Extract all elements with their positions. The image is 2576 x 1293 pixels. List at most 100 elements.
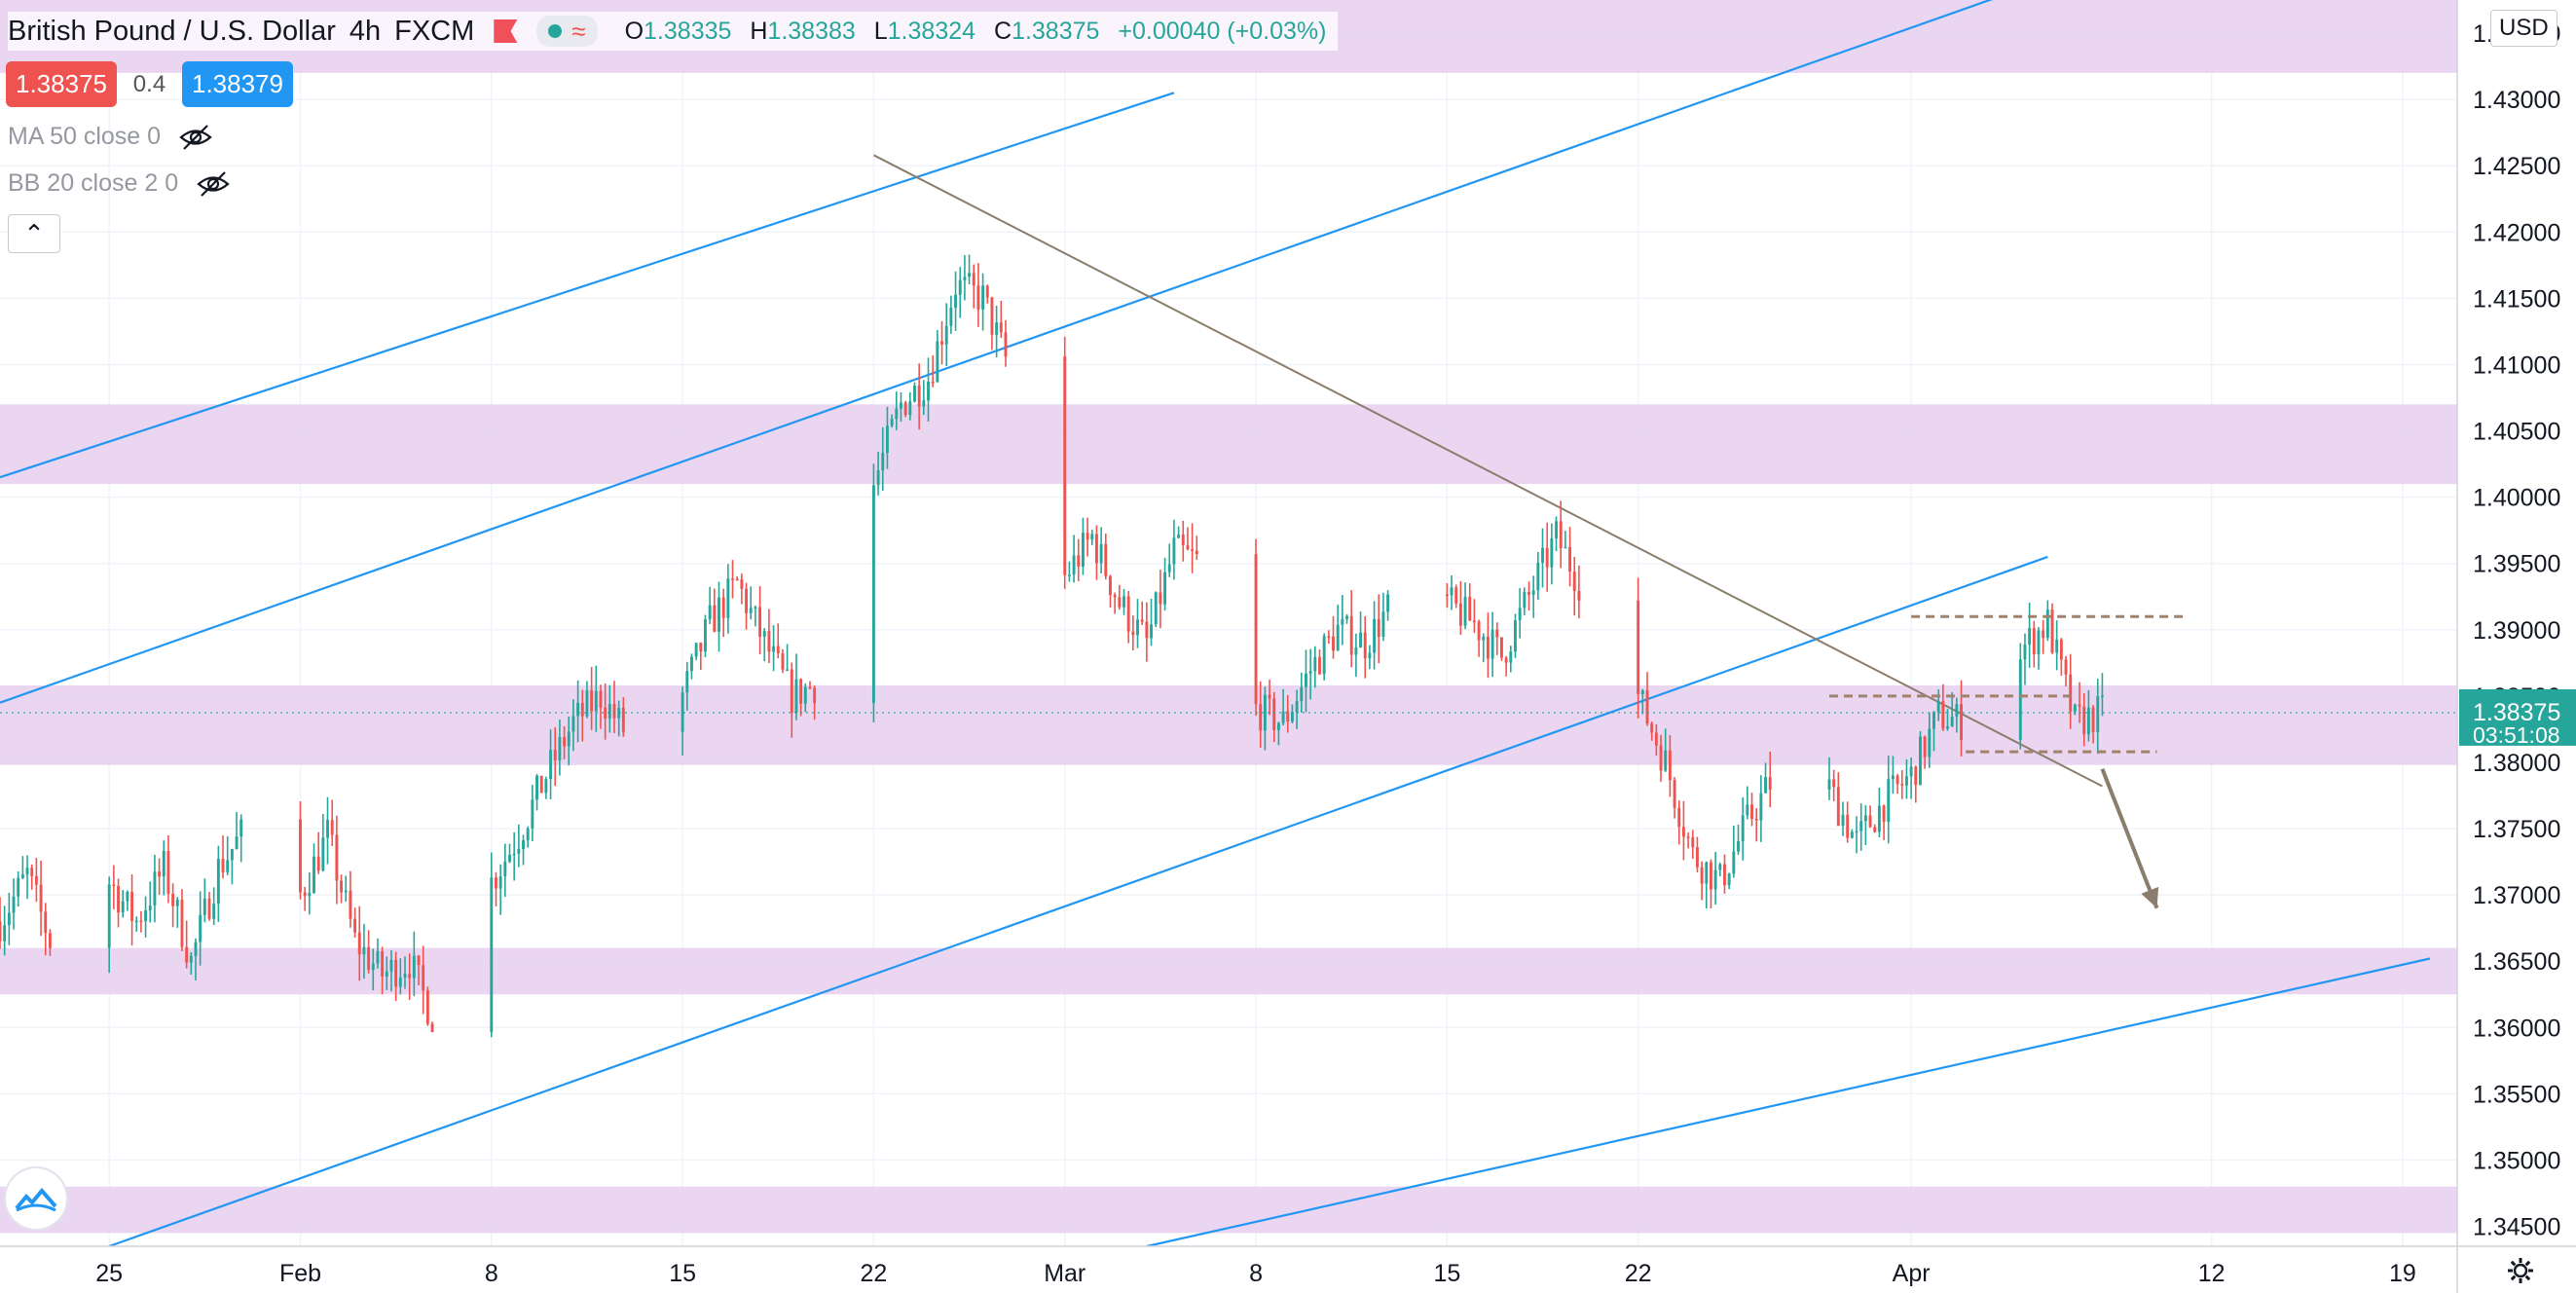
candle xyxy=(1072,535,1076,583)
buy-button[interactable]: 1.38379 xyxy=(181,61,293,107)
candle-body xyxy=(422,965,425,991)
candle xyxy=(1332,615,1335,659)
candle xyxy=(1710,859,1712,909)
candle xyxy=(117,878,120,928)
candle-body xyxy=(2064,659,2068,675)
candle xyxy=(175,897,179,928)
candle-body xyxy=(963,277,967,280)
candle xyxy=(1150,598,1153,646)
candle xyxy=(913,382,916,403)
candle xyxy=(917,363,921,430)
candle-body xyxy=(908,401,912,416)
interval-label[interactable]: 4h xyxy=(349,15,382,47)
candle xyxy=(531,785,534,841)
candle xyxy=(321,814,325,872)
candle xyxy=(1191,523,1195,573)
candle-body xyxy=(126,892,129,902)
candle xyxy=(1700,861,1704,901)
candle-body xyxy=(12,896,16,913)
candle-body xyxy=(166,850,170,894)
candle xyxy=(1454,584,1458,609)
candle-body xyxy=(189,955,193,963)
candle xyxy=(1673,777,1676,819)
candle xyxy=(758,585,762,654)
candle-body xyxy=(30,868,34,876)
candle xyxy=(871,463,875,722)
hidden-eye-icon[interactable] xyxy=(178,124,213,151)
candle xyxy=(34,858,38,903)
sell-button[interactable]: 1.38375 xyxy=(6,61,117,107)
candle xyxy=(417,954,421,985)
candle-body xyxy=(958,279,962,295)
candle-body xyxy=(226,860,230,872)
candle-body xyxy=(903,402,907,416)
tradingview-logo-icon[interactable] xyxy=(6,1168,66,1229)
price-tick-label: 1.37500 xyxy=(2473,816,2560,843)
candle xyxy=(1145,602,1149,662)
candle xyxy=(704,614,707,657)
candle xyxy=(735,575,739,581)
candle xyxy=(121,890,125,918)
candle xyxy=(1645,672,1649,726)
currency-button[interactable]: USD xyxy=(2490,10,2558,47)
candle xyxy=(230,848,234,885)
candle xyxy=(1063,336,1067,589)
candle-body xyxy=(2086,707,2090,735)
candle-body xyxy=(2018,659,2022,741)
candle xyxy=(1545,522,1549,592)
candle-body xyxy=(17,877,20,897)
gear-icon[interactable] xyxy=(2506,1256,2535,1285)
indicator-bb[interactable]: BB 20 close 2 0 xyxy=(8,169,231,198)
candle-body xyxy=(767,630,771,652)
candle-body xyxy=(940,341,943,345)
candle-body xyxy=(544,779,548,794)
candle xyxy=(1482,633,1486,663)
candle xyxy=(1841,801,1845,836)
candle-body xyxy=(885,425,889,454)
channel-line xyxy=(0,0,1994,704)
candle-body xyxy=(813,687,817,704)
indicator-ma[interactable]: MA 50 close 0 xyxy=(8,123,213,151)
candle xyxy=(508,843,511,864)
candle xyxy=(1090,530,1094,545)
candle xyxy=(585,681,589,719)
candle xyxy=(776,623,780,659)
candle-body xyxy=(931,382,935,384)
candle-body xyxy=(762,630,766,638)
candle-body xyxy=(221,859,225,872)
candle-body xyxy=(1067,574,1071,576)
candle-body xyxy=(1286,711,1290,721)
candle xyxy=(1354,633,1358,678)
candle xyxy=(1527,581,1530,610)
candle xyxy=(580,689,584,742)
candle-body xyxy=(39,884,43,912)
candle-body xyxy=(1536,562,1540,591)
candle-body xyxy=(1359,632,1362,648)
candle-body xyxy=(1363,632,1367,659)
flag-icon[interactable] xyxy=(494,19,518,43)
candle xyxy=(1855,816,1858,854)
candle-body xyxy=(316,856,320,871)
candle-body xyxy=(362,946,366,955)
candle-body xyxy=(681,692,684,732)
symbol-legend[interactable]: British Pound / U.S. Dollar 4h FXCM ≈ O1… xyxy=(8,12,1339,51)
candle xyxy=(954,271,958,331)
candle xyxy=(39,860,43,937)
candle-body xyxy=(326,820,329,838)
candle xyxy=(1463,582,1467,630)
time-tick-label: Apr xyxy=(1893,1260,1931,1287)
candle xyxy=(1759,775,1763,842)
candle-body xyxy=(139,920,143,923)
candle xyxy=(353,907,357,939)
candle-body xyxy=(2082,706,2086,735)
candle-body xyxy=(1941,701,1945,729)
collapse-legend-button[interactable]: ⌃ xyxy=(8,214,60,253)
hidden-eye-icon[interactable] xyxy=(196,170,231,198)
candle xyxy=(20,856,24,880)
candle xyxy=(1832,769,1836,801)
candle xyxy=(576,680,580,743)
candle-body xyxy=(1705,862,1709,884)
candle xyxy=(1564,531,1567,549)
market-status-pill[interactable]: ≈ xyxy=(536,16,598,47)
